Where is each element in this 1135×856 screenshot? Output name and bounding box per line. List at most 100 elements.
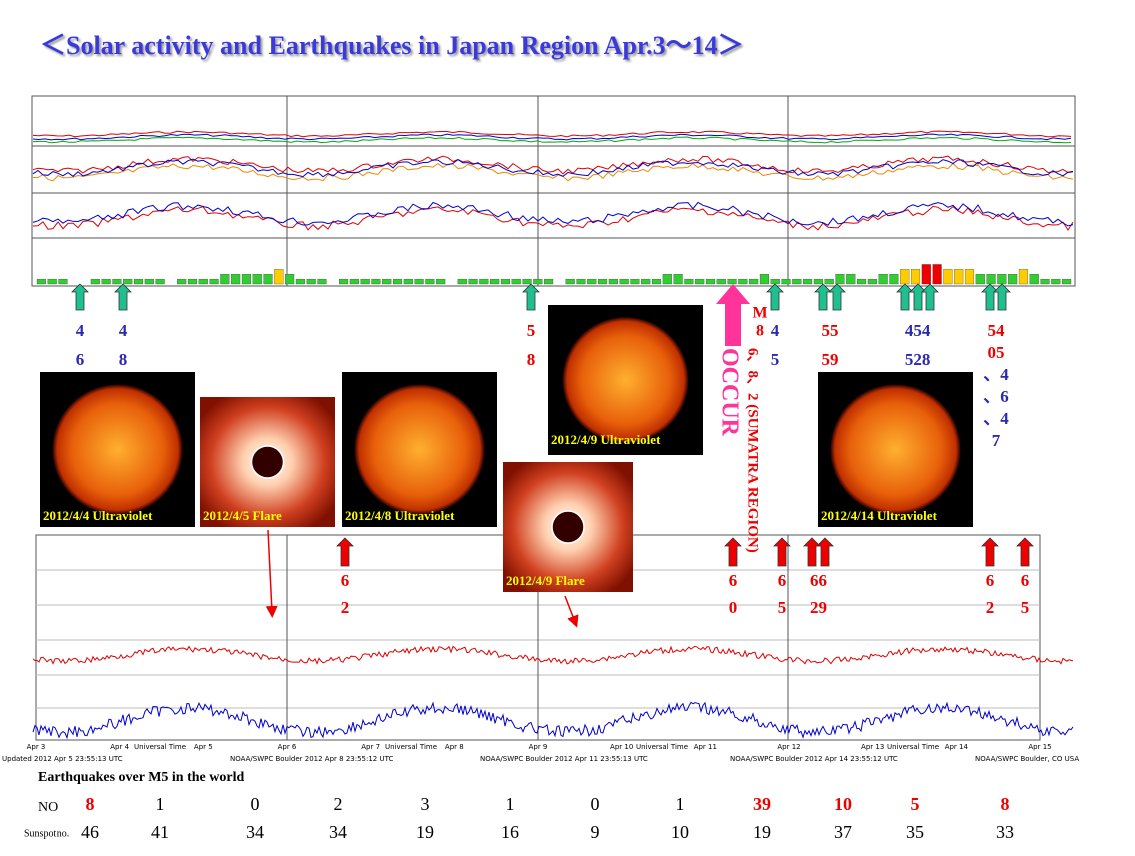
sunspot-count: 34 bbox=[329, 822, 347, 842]
trace bbox=[32, 155, 1074, 175]
footer: NOAA/SWPC Boulder, CO USA bbox=[975, 755, 1079, 763]
kp-bar bbox=[1051, 278, 1061, 285]
x-tick-label: Apr 6 bbox=[278, 743, 297, 751]
quake-label: 6 bbox=[76, 350, 85, 369]
title: ＜Solar activity and Earthquakes in Japan… bbox=[40, 31, 744, 60]
kp-bar bbox=[90, 278, 100, 285]
quake-label: 6 bbox=[729, 571, 738, 590]
green-arrow bbox=[114, 283, 132, 311]
quake-label: 、6 bbox=[983, 387, 1009, 406]
quake-count: 1 bbox=[506, 794, 515, 814]
sun bbox=[830, 384, 961, 515]
sunspot-count: 16 bbox=[501, 822, 519, 842]
kp-bar bbox=[198, 278, 208, 285]
x-tick-label: Apr 7 bbox=[361, 743, 380, 751]
kp-bar bbox=[500, 278, 510, 285]
kp-bar bbox=[835, 274, 845, 285]
sumatra-m: M bbox=[752, 305, 767, 322]
kp-bar bbox=[727, 278, 737, 285]
kp-bar bbox=[187, 278, 198, 285]
kp-bar bbox=[857, 278, 867, 285]
kp-bar bbox=[975, 274, 985, 285]
overlay: 4648584555594545285405、4、6、4762606566296… bbox=[2, 283, 1079, 842]
sun bbox=[562, 317, 689, 443]
kp-bar bbox=[144, 278, 154, 285]
kp-bar bbox=[716, 278, 726, 285]
kp-bar bbox=[759, 274, 769, 285]
quake-count: 5 bbox=[911, 794, 920, 814]
kp-bar bbox=[274, 269, 284, 285]
x-tick-label: Apr 8 bbox=[445, 743, 464, 751]
red-arrow bbox=[816, 537, 834, 567]
kp-bar bbox=[58, 278, 68, 285]
footer: NOAA/SWPC Boulder 2012 Apr 14 23:55:12 U… bbox=[730, 755, 898, 763]
kp-bar bbox=[997, 274, 1007, 285]
x-tick-label: Apr 13 bbox=[861, 743, 884, 751]
trace bbox=[32, 130, 1072, 138]
footer: NOAA/SWPC Boulder 2012 Apr 11 23:55:13 U… bbox=[480, 755, 648, 763]
quake-label: 4 bbox=[119, 321, 128, 340]
trace bbox=[32, 701, 1074, 740]
trace bbox=[32, 645, 1074, 665]
pointer bbox=[265, 529, 278, 618]
quake-label: 5 bbox=[1021, 598, 1030, 617]
kp-bar bbox=[943, 269, 953, 285]
quake-label: 454 bbox=[905, 321, 931, 340]
sunspot-count: 41 bbox=[151, 822, 169, 842]
kp-bar bbox=[900, 269, 910, 285]
x-tick-label: Apr 5 bbox=[194, 743, 213, 751]
green-arrow bbox=[71, 283, 89, 311]
kp-bar bbox=[932, 264, 942, 285]
footer: Updated 2012 Apr 5 23:55:13 UTC bbox=[2, 755, 123, 763]
quake-count: 8 bbox=[1001, 794, 1010, 814]
occulter bbox=[551, 510, 585, 544]
kp-bar bbox=[295, 278, 305, 285]
row-label: NO bbox=[38, 800, 58, 815]
caption: 2012/4/5 Flare bbox=[203, 508, 282, 523]
kp-bar bbox=[770, 278, 780, 285]
kp-bar bbox=[964, 269, 975, 285]
axis-title: Universal Time bbox=[134, 743, 186, 751]
trace bbox=[32, 158, 1074, 178]
green-arrow bbox=[828, 283, 846, 311]
x-tick-label: Apr 4 bbox=[110, 743, 129, 751]
kp-bar bbox=[533, 278, 543, 285]
x-tick-label: Apr 3 bbox=[27, 743, 46, 751]
sunspot-count: 10 bbox=[671, 822, 689, 842]
kp-bar bbox=[846, 274, 856, 285]
x-tick-label: Apr 10 bbox=[610, 743, 633, 751]
red-arrow bbox=[724, 537, 742, 567]
green-arrow bbox=[993, 283, 1011, 311]
kp-bar bbox=[910, 269, 921, 285]
kp-bar bbox=[241, 274, 251, 285]
satellite-panel bbox=[31, 95, 1076, 287]
sunspot-count: 33 bbox=[996, 822, 1014, 842]
quake-count: 2 bbox=[334, 794, 343, 814]
images: 2012/4/4 Ultraviolet 2012/4/5 Flare 2012/4… bbox=[40, 305, 973, 592]
kp-bar bbox=[1029, 274, 1039, 285]
quake-label: 、4 bbox=[983, 409, 1009, 428]
sunspot-count: 35 bbox=[906, 822, 924, 842]
quake-label: 4 bbox=[76, 321, 85, 340]
red-arrow bbox=[981, 537, 999, 567]
kp-bar bbox=[824, 278, 834, 285]
red-arrow bbox=[1016, 537, 1034, 567]
pointer bbox=[564, 595, 579, 628]
kp-bar bbox=[133, 278, 144, 285]
kp-bar bbox=[749, 278, 759, 285]
sunspot-count: 19 bbox=[416, 822, 434, 842]
caption: 2012/4/9 Flare bbox=[506, 573, 585, 588]
kp-bar bbox=[867, 278, 877, 285]
kp-bar bbox=[490, 278, 500, 285]
kp-bar bbox=[522, 278, 532, 285]
quake-label: 0 bbox=[729, 598, 738, 617]
axis-title: Universal Time bbox=[636, 743, 688, 751]
red-arrow bbox=[336, 537, 354, 567]
kp-bar bbox=[673, 274, 683, 285]
caption: 2012/4/14 Ultraviolet bbox=[821, 508, 938, 523]
kp-bar bbox=[954, 269, 964, 285]
quake-label: 6 bbox=[986, 571, 995, 590]
quake-count: 1 bbox=[156, 794, 165, 814]
kp-bar bbox=[651, 278, 662, 285]
